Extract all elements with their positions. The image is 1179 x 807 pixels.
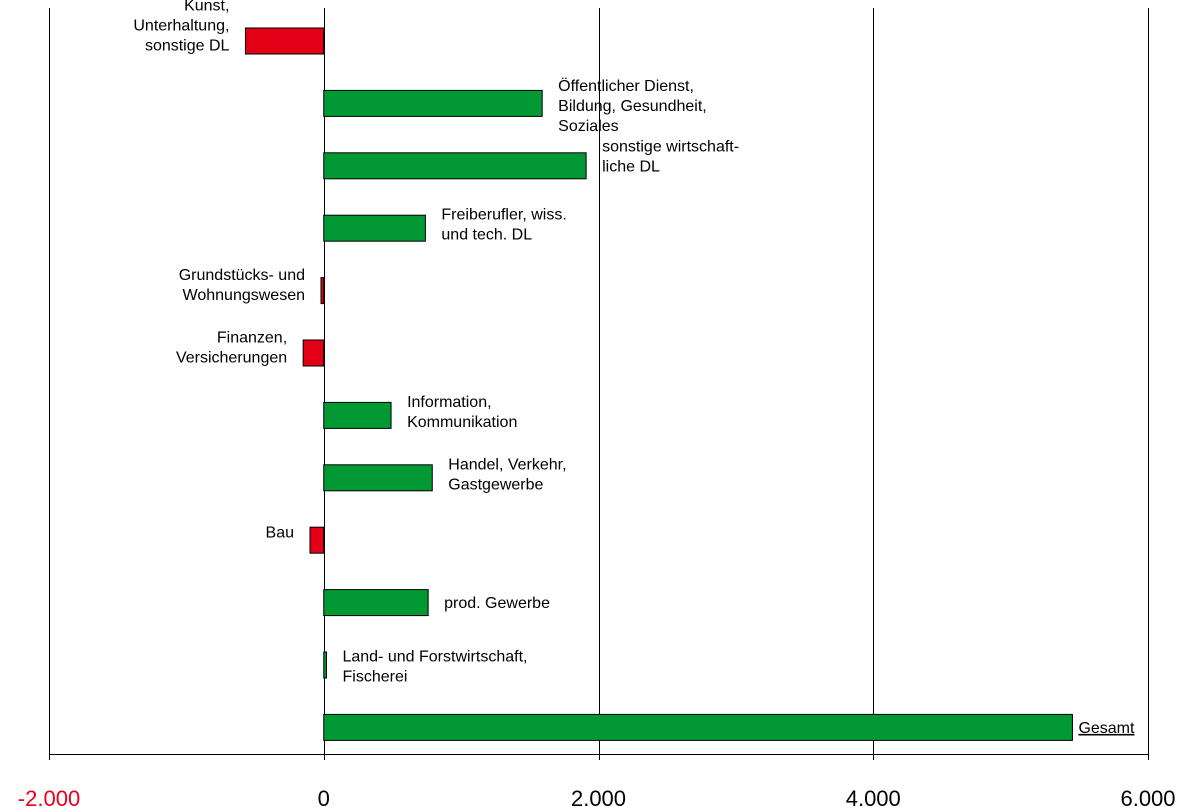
bar-3 <box>323 152 587 180</box>
category-label-5: Grundstücks- und Wohnungswesen <box>179 267 305 304</box>
bar-6 <box>302 339 325 367</box>
bar-9 <box>309 526 325 554</box>
x-tick-label: 6.000 <box>1120 786 1175 807</box>
category-label-10: prod. Gewerbe <box>444 595 550 612</box>
bar-4 <box>323 214 426 242</box>
bar-11 <box>323 651 327 679</box>
x-axis <box>49 754 1149 760</box>
category-label-8: Handel, Verkehr, Gastgewerbe <box>448 456 566 493</box>
bar-7 <box>323 401 392 429</box>
x-tick-label: 2.000 <box>571 786 626 807</box>
x-tick-label: 4.000 <box>846 786 901 807</box>
x-tick-label: 0 <box>318 786 330 807</box>
category-label-9: Bau <box>266 525 294 542</box>
category-label-12: Gesamt <box>1078 720 1135 737</box>
bars <box>244 27 1073 741</box>
bar-12 <box>323 713 1073 741</box>
bar-8 <box>323 464 433 492</box>
x-tick-labels: -2.000 0 2.000 4.000 6.000 <box>18 786 1176 807</box>
bar-5 <box>320 277 325 305</box>
bar-10 <box>323 589 429 617</box>
bar-1 <box>244 27 325 55</box>
category-label-1: Kunst, Unterhaltung, sonstige DL <box>133 0 229 55</box>
category-label-4: Freiberufler, wiss. und tech. DL <box>441 207 566 244</box>
grid-lines <box>49 8 1149 754</box>
category-label-3: sonstige wirtschaft-liche DL <box>602 138 739 175</box>
category-label-6: Finanzen, Versicherungen <box>176 330 287 367</box>
bar-2 <box>323 89 543 117</box>
category-label-11: Land- und Forstwirtschaft, Fischerei <box>342 649 527 686</box>
category-label-2: Öffentlicher Dienst, Bildung, Gesundheit,… <box>558 77 707 135</box>
category-label-7: Information, Kommunikation <box>407 394 517 431</box>
x-tick-label: -2.000 <box>18 786 80 807</box>
category-labels: Kunst, Unterhaltung, sonstige DL Öffentlich… <box>133 0 1135 737</box>
